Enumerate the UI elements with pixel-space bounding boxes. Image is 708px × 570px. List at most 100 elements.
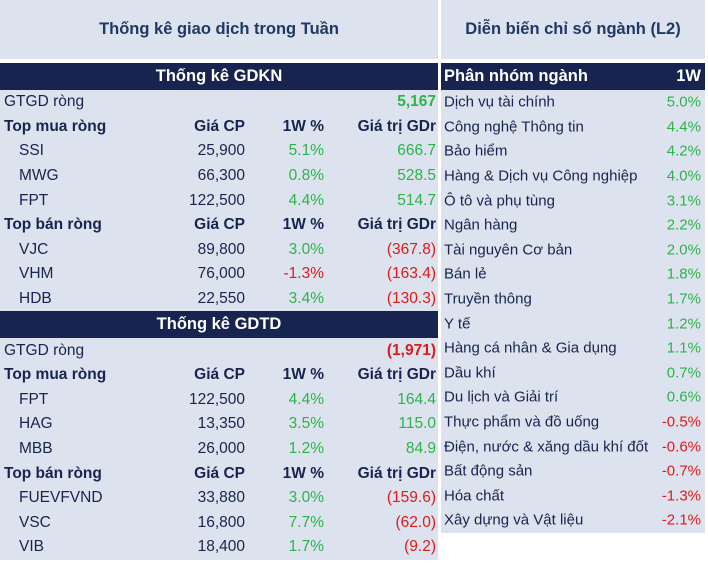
gdkn-buy-label: Top mua ròng [4,117,107,135]
sector-change: 1.8% [666,265,701,283]
gdkn-buy-col-price: Giá CP [194,117,245,135]
price-cell: 66,300 [197,167,245,185]
table-row: SSI 25,900 5.1% 666.7 [0,139,438,164]
table-row: MWG 66,300 0.8% 528.5 [0,164,438,189]
sector-row: Ô tô và phụ tùng 3.1% [441,188,705,213]
value-cell: (159.6) [386,489,436,507]
gdtd-buy-col-price: Giá CP [194,366,245,384]
sector-col-value: 1W [676,67,701,85]
gdtd-buy-col-value: Giá trị GDr [357,366,436,384]
sector-row: Truyền thông 1.7% [441,287,705,312]
sector-row: Điện, nước & xăng dầu khí đốt -0.6% [441,434,705,459]
sector-row: Bất động sản -0.7% [441,459,705,484]
ticker-cell: FPT [19,191,49,209]
table-row: FUEVFVND 33,880 3.0% (159.6) [0,486,438,511]
value-cell: 514.7 [397,191,436,209]
gdkn-sell-label: Top bán ròng [4,216,102,234]
price-cell: 33,880 [197,489,245,507]
sector-change: 2.0% [666,241,701,259]
sector-name: Công nghệ Thông tin [444,118,584,136]
value-cell: (367.8) [386,240,436,258]
table-row: VJC 89,800 3.0% (367.8) [0,238,438,263]
table-row: HDB 22,550 3.4% (130.3) [0,287,438,312]
change-cell: 3.0% [288,489,324,507]
change-cell: 1.7% [288,538,324,556]
ticker-cell: VJC [19,240,49,258]
gdtd-net-label: GTGD ròng [4,341,85,359]
gdkn-table: GTGD ròng 5,167 Top mua ròng Giá CP 1W %… [0,90,438,312]
sector-row: Ngân hàng 2.2% [441,213,705,238]
sector-row: Dịch vụ tài chính 5.0% [441,90,705,115]
sector-change: -1.3% [661,487,701,505]
price-cell: 89,800 [197,240,245,258]
value-cell: (62.0) [395,513,437,531]
sector-row: Bảo hiểm 4.2% [441,139,705,164]
sector-name: Điện, nước & xăng dầu khí đốt [444,438,649,456]
ticker-cell: MWG [19,167,59,185]
sector-change: 4.0% [666,167,701,185]
sector-name: Dầu khí [444,364,496,382]
sector-name: Hàng cá nhân & Gia dụng [444,339,617,357]
price-cell: 122,500 [188,191,245,209]
sector-change: 0.6% [666,388,701,406]
value-cell: 528.5 [397,167,436,185]
sector-name: Y tế [444,315,471,333]
table-row: FPT 122,500 4.4% 164.4 [0,388,438,413]
value-cell: (130.3) [386,290,436,308]
sector-table: Dịch vụ tài chính 5.0% Công nghệ Thông tin… [441,90,705,533]
sector-change: 2.2% [666,216,701,234]
sector-row: Dầu khí 0.7% [441,361,705,386]
gdtd-buy-label: Top mua ròng [4,366,107,384]
table-row: VIB 18,400 1.7% (9.2) [0,535,438,560]
sector-col-name: Phân nhóm ngành [444,67,588,85]
sector-performance-panel: Diễn biến chỉ số ngành (L2) Phân nhóm ng… [441,0,705,533]
value-cell: 164.4 [397,390,436,408]
sector-name: Ngân hàng [444,216,518,234]
sector-change: 4.4% [666,118,701,136]
gdkn-buy-header: Top mua ròng Giá CP 1W % Giá trị GDr [0,115,438,140]
change-cell: 3.5% [288,415,324,433]
sector-row: Bán lẻ 1.8% [441,262,705,287]
price-cell: 76,000 [197,265,245,283]
sector-change: 0.7% [666,364,701,382]
sector-name: Truyền thông [444,290,532,308]
table-row: FPT 122,500 4.4% 514.7 [0,188,438,213]
gdtd-sell-col-value: Giá trị GDr [357,464,436,482]
value-cell: 115.0 [398,415,436,433]
gdkn-sell-col-value: Giá trị GDr [357,216,436,234]
table-row: MBB 26,000 1.2% 84.9 [0,437,438,462]
sector-row: Công nghệ Thông tin 4.4% [441,115,705,140]
ticker-cell: SSI [19,142,44,160]
value-cell: 84.9 [405,440,436,458]
value-cell: 666.7 [397,142,436,160]
sector-row: Du lịch và Giải trí 0.6% [441,385,705,410]
value-cell: (163.4) [386,265,436,283]
gdtd-buy-col-change: 1W % [282,366,324,384]
change-cell: 5.1% [288,142,324,160]
sector-change: 4.2% [666,142,701,160]
ticker-cell: HDB [19,290,52,308]
change-cell: 4.4% [288,191,324,209]
sector-change: -2.1% [661,511,701,529]
gdtd-title: Thống kê GDTD [156,315,282,334]
gdkn-sell-col-change: 1W % [282,216,324,234]
left-panel-header: Thống kê giao dịch trong Tuần [0,0,438,59]
sector-row: Xây dựng và Vật liệu -2.1% [441,508,705,533]
sector-name: Hóa chất [444,487,505,505]
sector-row: Hàng cá nhân & Gia dụng 1.1% [441,336,705,361]
sector-row: Thực phẩm và đồ uống -0.5% [441,410,705,435]
price-cell: 122,500 [188,390,245,408]
right-panel-header: Diễn biến chỉ số ngành (L2) [441,0,705,59]
price-cell: 22,550 [197,290,245,308]
gdkn-buy-col-value: Giá trị GDr [357,117,436,135]
price-cell: 26,000 [197,440,245,458]
gdtd-sell-col-price: Giá CP [194,464,245,482]
sector-name: Du lịch và Giải trí [444,388,559,406]
gdtd-sell-col-change: 1W % [282,464,324,482]
sector-name: Bất động sản [444,462,533,480]
change-cell: 0.8% [288,167,324,185]
gdtd-sell-header: Top bán ròng Giá CP 1W % Giá trị GDr [0,461,438,486]
table-row: HAG 13,350 3.5% 115.0 [0,412,438,437]
price-cell: 25,900 [197,142,245,160]
gdkn-net-label: GTGD ròng [4,93,85,111]
